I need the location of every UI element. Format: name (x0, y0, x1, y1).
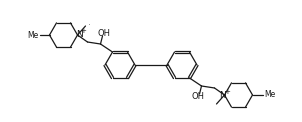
Text: +: + (81, 28, 86, 34)
Text: Me: Me (27, 30, 38, 40)
Text: OH: OH (97, 29, 110, 37)
Text: N: N (76, 30, 83, 39)
Text: Me: Me (264, 91, 275, 99)
Text: N: N (219, 92, 226, 101)
Text: M: M (89, 24, 90, 25)
Text: +: + (225, 89, 230, 95)
Text: OH: OH (191, 92, 204, 102)
